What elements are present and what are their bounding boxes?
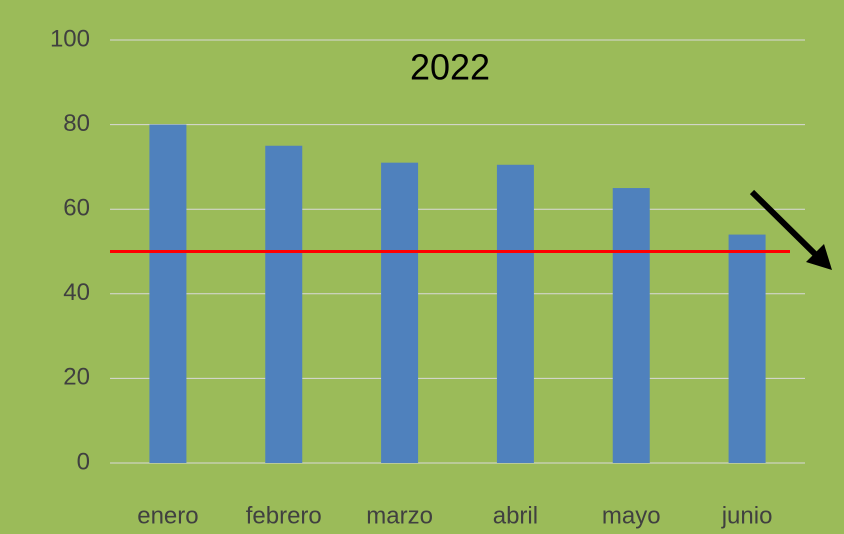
grid [110, 39, 805, 464]
bar [496, 164, 534, 463]
bar [381, 162, 419, 464]
trend-arrow [749, 189, 832, 270]
bar [265, 145, 303, 463]
arrow-head [806, 244, 832, 270]
y-tick-label: 20 [63, 364, 90, 391]
marks [110, 124, 790, 464]
bar [149, 124, 187, 463]
y-tick-label: 100 [50, 25, 90, 52]
x-tick-label: febrero [246, 502, 322, 529]
x-tick-label: marzo [366, 502, 433, 529]
y-tick-label: 60 [63, 195, 90, 222]
y-tick-label: 0 [77, 448, 90, 475]
x-tick-label: abril [493, 502, 538, 529]
chart-title: 2022 [410, 47, 490, 88]
y-tick-label: 40 [63, 279, 90, 306]
x-tick-label: enero [137, 502, 198, 529]
x-tick-label: junio [721, 502, 773, 529]
x-tick-label: mayo [602, 502, 661, 529]
arrow-shaft [749, 189, 818, 257]
bar [728, 234, 766, 463]
bar [612, 188, 650, 464]
y-tick-label: 80 [63, 110, 90, 137]
